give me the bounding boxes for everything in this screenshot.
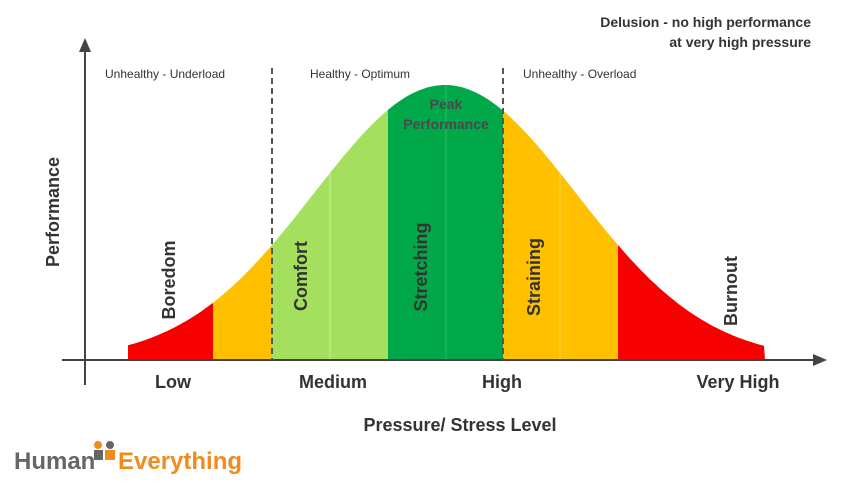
- zone-fill: [618, 85, 765, 360]
- logo-icon: [105, 450, 115, 460]
- zone-label: Straining: [524, 238, 544, 316]
- logo-icon: [94, 441, 102, 449]
- region-label: Unhealthy - Underload: [105, 67, 225, 81]
- logo: Human Everything: [14, 441, 242, 475]
- x-level: Very High: [696, 372, 779, 392]
- logo-text: Human: [14, 448, 95, 475]
- zone-label: Burnout: [721, 256, 741, 326]
- y-axis-label: Performance: [43, 157, 63, 267]
- arrow: [813, 354, 827, 366]
- logo-icon: [94, 450, 103, 460]
- zone-label: Stretching: [411, 222, 431, 311]
- logo-text: Everything: [118, 448, 242, 475]
- peak-label: Performance: [403, 116, 489, 132]
- zone-fill: [213, 85, 272, 360]
- arrow: [79, 38, 91, 52]
- note: Delusion - no high performance: [600, 14, 811, 30]
- region-label: Unhealthy - Overload: [523, 67, 636, 81]
- logo-icon: [106, 441, 114, 449]
- zone-label: Boredom: [159, 240, 179, 319]
- zone-label: Comfort: [291, 241, 311, 311]
- region-label: Healthy - Optimum: [310, 67, 410, 81]
- note: at very high pressure: [669, 34, 811, 50]
- x-level: Low: [155, 372, 192, 392]
- x-axis-label: Pressure/ Stress Level: [363, 415, 556, 435]
- x-level: Medium: [299, 372, 367, 392]
- x-level: High: [482, 372, 522, 392]
- peak-label: Peak: [430, 96, 463, 112]
